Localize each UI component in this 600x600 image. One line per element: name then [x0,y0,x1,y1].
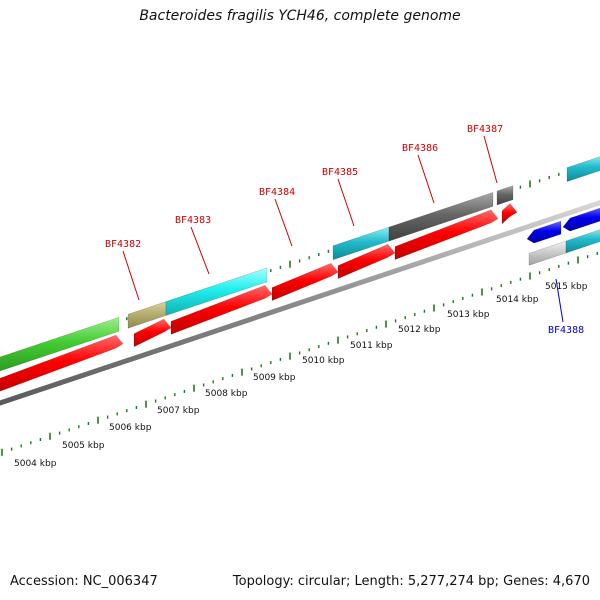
cog-segment-teal [566,156,600,182]
accession-text: Accession: NC_006347 [10,574,158,589]
leader-line [190,226,210,275]
gene-label-bf4385[interactable]: BF4385 [322,167,358,178]
leader-line [122,250,140,301]
genome-summary-text: Topology: circular; Length: 5,277,274 bp… [232,574,590,589]
cog-category-track [0,156,600,372]
forward-gene-track [0,203,518,392]
kbp-label: 5008 kbp [205,389,248,399]
cog-segment-cyan [165,267,268,316]
forward-gene-bf4383 [170,285,273,335]
kbp-label: 5004 kbp [14,459,57,469]
cog-segment-green [0,316,120,372]
gene-label-bf4388[interactable]: BF4388 [548,325,584,336]
gene-label-bf4387[interactable]: BF4387 [467,124,503,135]
kbp-label: 5014 kbp [496,295,539,305]
cog-segment-dark-grey [388,191,494,242]
kbp-label: 5012 kbp [398,325,441,335]
gene-label-bf4383[interactable]: BF4383 [175,215,211,226]
gene-label-bf4384[interactable]: BF4384 [259,187,295,198]
kbp-label: 5006 kbp [109,423,152,433]
cog-segment-teal-lower [565,229,600,254]
gene-label-leaders [122,135,564,323]
map-title: Bacteroides fragilis YCH46, complete gen… [139,8,461,24]
forward-gene-bf4387 [501,203,518,225]
kbp-label: 5007 kbp [157,406,200,416]
leader-line [417,154,435,204]
forward-gene-bf4385 [337,243,396,279]
leader-line [483,135,498,184]
reverse-gene-bf4388 [526,220,562,244]
forward-gene-bf4386 [394,209,499,260]
gene-label-bf4386[interactable]: BF4386 [402,143,438,154]
cog-segment-dark-grey-small [496,185,514,206]
reverse-gene-track [526,207,600,266]
reverse-gene [562,207,600,232]
kbp-label: 5009 kbp [253,373,296,383]
kbp-label: 5011 kbp [350,341,393,351]
kbp-label: 5013 kbp [447,310,490,320]
backbone-line [0,199,600,406]
forward-gene [0,334,124,392]
kbp-label: 5015 kbp [545,282,588,292]
genome-backbone [0,199,600,406]
gene-label-bf4382[interactable]: BF4382 [105,239,141,250]
forward-gene-bf4382 [133,318,172,348]
gene-labels: BF4382 BF4383 BF4384 BF4385 BF4386 BF438… [105,124,584,336]
leader-line [337,178,355,227]
kbp-label: 5005 kbp [62,441,105,451]
cog-segment-light-grey [528,240,567,266]
forward-gene-bf4384 [271,262,339,302]
kbp-scale-labels: 5004 kbp 5005 kbp 5006 kbp 5007 kbp 5008… [14,282,588,469]
leader-line [274,198,293,247]
inner-tick-marks [1,252,598,456]
kbp-label: 5010 kbp [302,356,345,366]
leader-line [555,278,564,323]
